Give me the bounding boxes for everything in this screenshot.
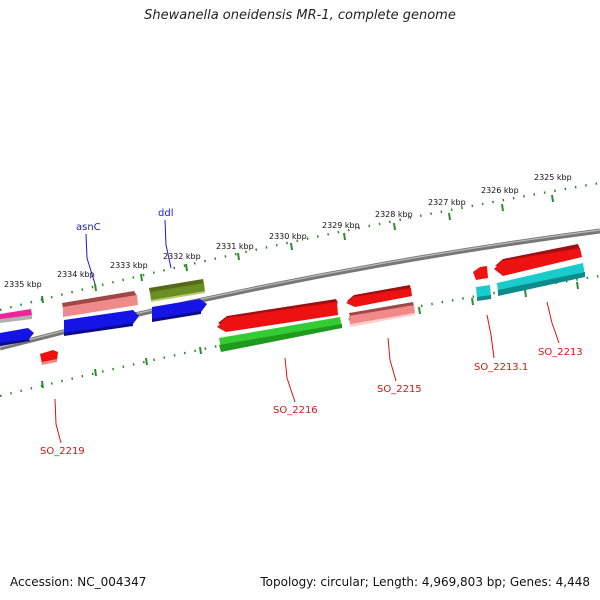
kbp-label: 2325 kbp bbox=[534, 173, 572, 182]
tick-2327 bbox=[448, 212, 451, 221]
kbp-label: 2328 kbp bbox=[375, 210, 413, 219]
tick-2326 bbox=[501, 203, 504, 212]
tick-2325 bbox=[551, 194, 554, 203]
position-labels: 2335 kbp 2334 kbp 2333 kbp 2332 kbp 2331… bbox=[4, 173, 572, 289]
kbp-label: 2334 kbp bbox=[57, 270, 95, 279]
gene-label-so-2216[interactable]: SO_2216 bbox=[273, 405, 318, 416]
gene-magenta[interactable] bbox=[0, 309, 32, 320]
tick-2329 bbox=[343, 232, 346, 241]
kbp-label: 2326 kbp bbox=[481, 186, 519, 195]
kbp-label: 2335 kbp bbox=[4, 280, 42, 289]
gene-ddl[interactable] bbox=[150, 283, 205, 301]
tick-2334 bbox=[94, 283, 97, 292]
genome-summary: Topology: circular; Length: 4,969,803 bp… bbox=[260, 575, 590, 589]
tick-2330 bbox=[290, 242, 293, 251]
callout-so-2216 bbox=[284, 357, 296, 403]
tick-2331 bbox=[237, 252, 240, 261]
gene-gray[interactable] bbox=[0, 315, 32, 323]
tick-2335 bbox=[41, 295, 44, 304]
kbp-label: 2332 kbp bbox=[163, 252, 201, 261]
kbp-label: 2329 kbp bbox=[322, 221, 360, 230]
gene-blue-left[interactable] bbox=[0, 328, 34, 344]
kbp-label: 2331 kbp bbox=[216, 242, 254, 251]
gene-label-so-2213[interactable]: SO_2213 bbox=[538, 347, 583, 358]
gene-so-2216-red[interactable] bbox=[217, 302, 338, 332]
gene-asnc[interactable] bbox=[63, 295, 138, 317]
gene-label-so-2219[interactable]: SO_2219 bbox=[40, 446, 85, 457]
kbp-label: 2327 kbp bbox=[428, 198, 466, 207]
gene-so-2213-1[interactable] bbox=[473, 266, 488, 280]
accession-label: Accession: NC_004347 bbox=[10, 575, 147, 589]
genes bbox=[0, 244, 585, 365]
callout-so-2215 bbox=[387, 337, 397, 382]
gene-blue-asnc[interactable] bbox=[64, 310, 139, 334]
gene-so-2215-pink[interactable] bbox=[349, 305, 415, 325]
tick-2328 bbox=[393, 222, 396, 231]
callout-so-2213-1 bbox=[486, 314, 495, 359]
kbp-label: 2330 kbp bbox=[269, 232, 307, 241]
callout-ddl bbox=[164, 219, 172, 269]
gene-label-so-2213-1[interactable]: SO_2213.1 bbox=[474, 362, 528, 373]
callout-so-2219 bbox=[54, 398, 62, 444]
callout-asnc bbox=[85, 233, 96, 285]
upper-major-ticks bbox=[41, 194, 554, 304]
callout-lines bbox=[54, 219, 560, 444]
gene-label-so-2215[interactable]: SO_2215 bbox=[377, 384, 422, 395]
tick-2333 bbox=[140, 273, 143, 282]
gene-label-ddl[interactable]: ddl bbox=[158, 208, 173, 219]
kbp-label: 2333 kbp bbox=[110, 261, 148, 270]
gene-so-2213-red[interactable] bbox=[494, 248, 582, 276]
callout-so-2213 bbox=[546, 301, 560, 344]
gene-labels: asnC ddl SO_2219 SO_2216 SO_2215 SO_2213… bbox=[40, 208, 583, 457]
gene-label-asnc[interactable]: asnC bbox=[76, 222, 101, 233]
map-title: Shewanella oneidensis MR-1, complete gen… bbox=[144, 8, 456, 23]
gene-so-2213-cyan[interactable] bbox=[497, 263, 585, 293]
gene-blue-ddl[interactable] bbox=[152, 299, 207, 320]
gene-so-2215-red[interactable] bbox=[346, 288, 412, 307]
gene-cyan-small[interactable] bbox=[476, 285, 491, 298]
tick-2332 bbox=[185, 263, 188, 272]
